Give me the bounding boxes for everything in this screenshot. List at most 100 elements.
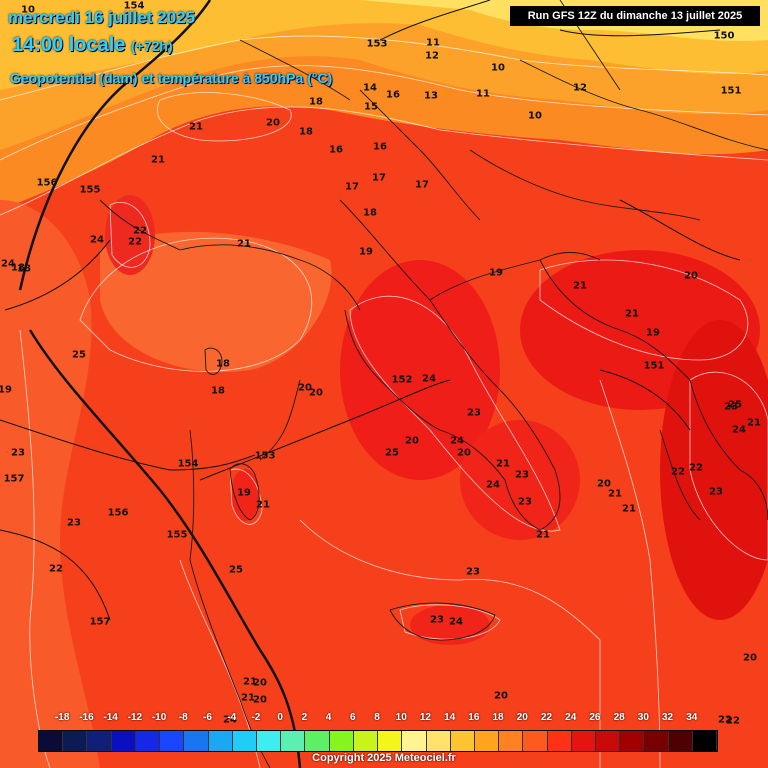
legend-swatch (135, 731, 161, 751)
temperature-label: 20 (597, 478, 611, 490)
legend-swatch (450, 731, 475, 751)
temperature-label: 21 (151, 154, 165, 166)
color-legend (38, 730, 718, 752)
legend-value: -12 (127, 712, 143, 723)
temperature-label: 14 (363, 82, 377, 94)
legend-value: -4 (227, 712, 237, 723)
legend-value: 26 (589, 712, 601, 723)
temperature-label: 20 (494, 690, 508, 702)
temperature-label: 24 (223, 714, 237, 726)
temperature-label: 12 (425, 50, 439, 62)
band-west (0, 200, 100, 768)
band-cool-center (100, 231, 332, 372)
temperature-label: 24 (450, 435, 464, 447)
legend-swatch (426, 731, 451, 751)
temperature-label: 24 (90, 234, 104, 246)
temperature-label: 16 (386, 89, 400, 101)
temperature-label: 20 (457, 447, 471, 459)
temperature-label: 11 (476, 88, 490, 100)
legend-swatch (378, 731, 403, 751)
legend-swatch (232, 731, 257, 751)
legend-swatch (39, 731, 64, 751)
temperature-label: 23 (515, 469, 529, 481)
temperature-label: 22 (726, 715, 740, 727)
legend-values: -18 -16 -14 -12 -10 -8 -6 -4 -2 0 2 4 6 8 10 12 14 16 18 20… (0, 712, 768, 728)
legend-value: -10 (151, 712, 167, 723)
temperature-label: 25 (728, 399, 742, 411)
geopotential-label: 157 (89, 616, 111, 628)
temperature-label: 16 (373, 141, 387, 153)
legend-value: 24 (565, 712, 577, 723)
temperature-label: 23 (466, 566, 480, 578)
geopotential-label: 153 (254, 450, 276, 462)
legend-swatch (571, 731, 597, 751)
temperature-label: 23 (67, 517, 81, 529)
legend-value: -16 (79, 712, 94, 723)
temperature-label: 21 (241, 692, 255, 704)
legend-value: 30 (637, 712, 649, 723)
legend-swatch (184, 731, 209, 751)
legend-swatch (353, 731, 379, 751)
temperature-label: 20 (266, 117, 280, 129)
temperature-label: 25 (72, 349, 86, 361)
temperature-label: 21 (536, 529, 550, 541)
legend-swatch (596, 731, 621, 751)
temperature-label: 21 (256, 499, 270, 511)
hot-italy (340, 260, 500, 480)
temperature-label: 17 (345, 181, 359, 193)
legend-value: 6 (350, 712, 356, 723)
legend-value: 20 (516, 712, 528, 723)
temperature-label: 24 (449, 616, 463, 628)
temperature-label: 22 (718, 714, 732, 726)
temperature-label: 21 (237, 238, 251, 250)
temperature-label: 23 (709, 486, 723, 498)
copyright: Copyright 2025 Meteociel.fr (312, 752, 456, 764)
temperature-label: 19 (237, 487, 251, 499)
forecast-time: 14:00 locale (+72h) (12, 34, 173, 57)
temperature-label: 23 (467, 407, 481, 419)
geopotential-label: 152 (391, 374, 413, 386)
legend-value: -2 (251, 712, 261, 723)
lead-time: (+72h) (130, 38, 173, 54)
temperature-label: 13 (424, 90, 438, 102)
temperature-label: 20 (405, 435, 419, 447)
temperature-label: 18 (216, 358, 230, 370)
temperature-label: 18 (299, 126, 313, 138)
temperature-label: 18 (17, 263, 31, 275)
temperature-label: 21 (622, 503, 636, 515)
temperature-label: 25 (229, 564, 243, 576)
legend-value: 16 (468, 712, 480, 723)
hot-sardinia (231, 469, 259, 521)
temperature-label: 19 (646, 327, 660, 339)
temperature-label: 10 (491, 62, 505, 74)
legend-swatch (402, 731, 427, 751)
legend-value: 2 (301, 712, 308, 723)
legend-swatch (547, 731, 572, 751)
legend-swatch (87, 731, 112, 751)
geopotential-label: 157 (3, 473, 25, 485)
legend-value: 22 (540, 712, 553, 723)
temperature-label: 22 (49, 563, 63, 575)
temperature-label: 11 (426, 37, 440, 49)
legend-swatch (668, 731, 693, 751)
legend-swatch (63, 731, 88, 751)
temperature-label: 21 (625, 308, 639, 320)
parameter-title: Geopotentiel (dam) et température à 850h… (10, 70, 333, 86)
temperature-label: 22 (689, 462, 703, 474)
temperature-label: 22 (133, 225, 147, 237)
legend-value: 34 (686, 712, 698, 723)
temperature-label: 23 (11, 447, 25, 459)
temperature-label: 18 (363, 207, 377, 219)
temperature-label: 10 (21, 4, 35, 16)
legend-value: 14 (444, 712, 456, 723)
geopotential-label: 155 (166, 529, 188, 541)
temperature-label: 16 (329, 144, 343, 156)
temperature-label: 21 (243, 676, 257, 688)
temperature-label: 22 (671, 466, 685, 478)
geopotential-label: 154 (177, 458, 199, 470)
temperature-label: 21 (189, 121, 203, 133)
temperature-label: 21 (608, 488, 622, 500)
legend-swatch (644, 731, 669, 751)
